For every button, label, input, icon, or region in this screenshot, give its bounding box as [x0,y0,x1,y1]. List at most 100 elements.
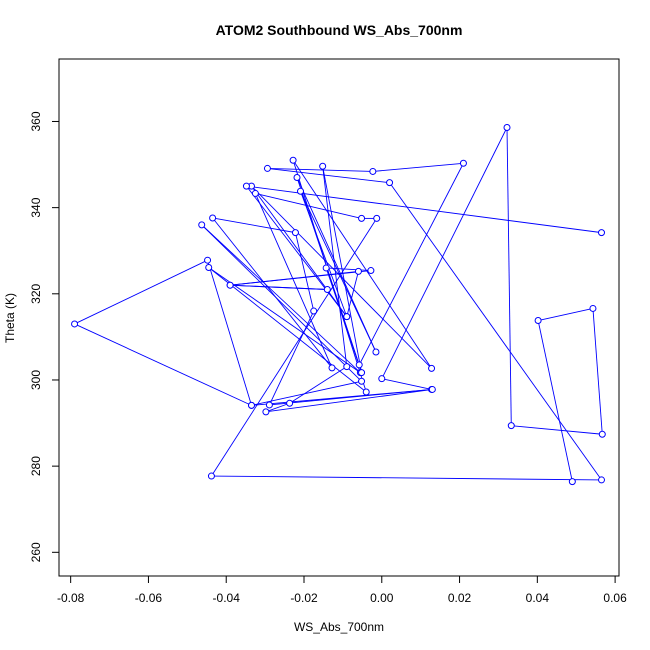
data-point [598,229,605,237]
data-point [589,304,597,312]
series-segment [251,389,433,406]
data-point [71,320,79,328]
series-segment [346,271,359,317]
series-segment [207,260,252,406]
data-point [322,264,330,272]
series-segment [592,308,603,435]
series-segment [265,402,290,413]
data-point [297,187,304,195]
data-point [428,364,436,372]
data-point [386,179,394,187]
series-segment [251,185,432,369]
series-segment [537,320,573,482]
y-tick-label: 260 [29,542,43,562]
series-segment [201,224,361,373]
series-segment [211,475,602,481]
data-point [343,363,351,371]
data-point [263,164,271,172]
data-point [209,214,217,222]
data-point [358,214,366,222]
data-point [372,348,380,356]
data-point [291,229,299,237]
series-segment [511,425,603,435]
series-segment [300,191,377,353]
series-segment [372,162,464,172]
data-point [367,267,375,275]
series-segment [212,217,296,234]
series-segment [212,217,333,369]
data-point [354,267,362,275]
y-tick-label: 320 [29,283,43,303]
x-tick-label: -0.02 [290,591,318,605]
data-point [534,317,542,325]
series-segment [74,259,208,325]
data-point [503,124,511,132]
data-point [358,369,366,377]
data-point [358,377,366,385]
data-point [373,214,381,222]
data-point [310,307,318,315]
series-segment [381,378,432,390]
data-point [428,385,436,393]
data-point [262,408,270,416]
series-segment [325,267,362,373]
series-segment [230,270,359,286]
data-point [568,478,576,486]
series-segment [230,284,328,290]
series-segment [326,267,371,271]
chart-title: ATOM2 Southbound WS_Abs_700nm [216,22,463,38]
series-layer [71,124,606,486]
series-segment [292,160,367,393]
y-tick-label: 340 [29,197,43,217]
data-point [286,399,294,407]
series-segment [295,232,315,312]
x-tick-label: 0.06 [603,591,627,605]
series-segment [255,192,362,219]
data-point [319,162,327,170]
data-point [293,173,301,181]
series-segment [300,191,348,317]
series-segment [506,127,512,426]
x-tick-label: 0.02 [448,591,472,605]
x-tick-label: -0.06 [135,591,163,605]
data-point [198,221,206,229]
x-tick-label: 0.04 [526,591,550,605]
series-segment [389,182,602,481]
data-point [248,401,255,409]
data-point [242,182,250,190]
x-tick-label: -0.04 [213,591,241,605]
series-segment [201,224,362,382]
data-point [378,375,386,383]
series-segment [246,185,348,317]
series-segment [265,389,433,413]
data-point [369,167,377,175]
series-segment [251,185,348,317]
series-segment [254,193,333,369]
series-segment [538,308,594,321]
x-tick-label: -0.08 [57,591,85,605]
data-point [207,472,215,480]
series-segment [246,185,602,234]
series-segment [267,167,373,172]
series-segment [289,366,348,404]
y-tick-label: 360 [29,111,43,131]
data-point [204,256,212,264]
data-point [205,264,213,272]
x-axis: -0.08 -0.06 -0.04 -0.02 0.00 0.02 0.04 0.06 [57,575,627,605]
data-point [459,159,467,167]
data-point [323,285,331,293]
series-segment [267,167,390,184]
data-point [598,476,605,484]
y-axis: 260 280 300 320 340 360 [29,111,60,562]
data-point [265,401,273,409]
series-segment [211,218,378,477]
data-point [355,361,363,369]
series-segment [358,163,464,366]
data-point [328,364,336,372]
y-tick-label: 280 [29,456,43,476]
data-point [343,313,351,321]
series-segment [322,166,348,367]
x-axis-label: WS_Abs_700nm [294,620,384,634]
